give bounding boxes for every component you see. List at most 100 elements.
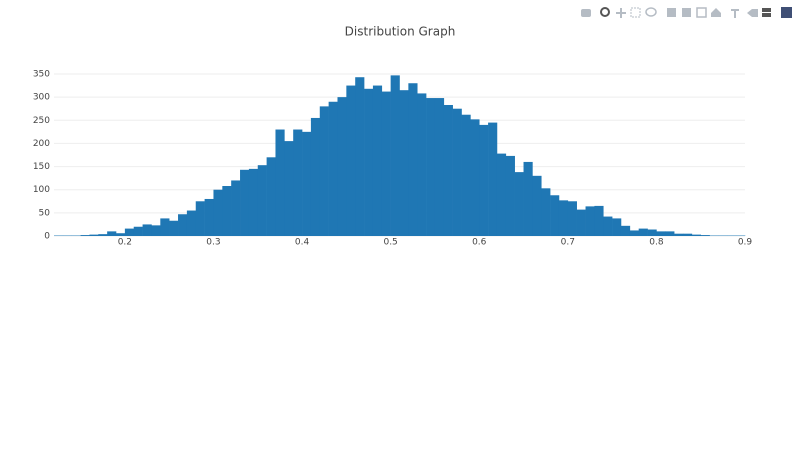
bars	[54, 75, 745, 236]
bar	[648, 230, 657, 236]
bar	[479, 125, 488, 236]
bar	[453, 109, 462, 236]
bar	[577, 210, 586, 236]
bar	[346, 86, 355, 236]
bar	[630, 230, 639, 236]
hover-closest-icon[interactable]	[747, 9, 758, 17]
bar	[169, 221, 178, 236]
spike-icon[interactable]	[731, 10, 739, 18]
bar	[116, 233, 125, 236]
hover-compare-icon-part	[762, 13, 771, 17]
bar	[81, 235, 90, 236]
bar	[222, 186, 231, 236]
bar	[462, 115, 471, 236]
pan-icon[interactable]	[616, 8, 626, 18]
bar	[586, 206, 595, 236]
reset-icon[interactable]	[711, 8, 721, 17]
bar	[656, 231, 665, 236]
bar	[497, 154, 506, 236]
bar	[391, 75, 400, 236]
hover-compare-icon[interactable]	[762, 8, 771, 12]
y-tick-label: 150	[33, 162, 50, 172]
bar	[196, 201, 205, 236]
bar	[603, 217, 612, 236]
bar	[160, 218, 169, 236]
bar	[594, 206, 603, 236]
bar	[302, 132, 311, 236]
bar	[293, 130, 302, 236]
bar	[151, 225, 160, 236]
bar	[320, 106, 329, 236]
bar	[435, 98, 444, 236]
plotly-logo[interactable]	[781, 7, 792, 18]
bar	[107, 231, 116, 236]
bar	[329, 102, 338, 236]
bar	[674, 234, 683, 236]
bar	[364, 89, 373, 236]
bar	[701, 235, 710, 236]
x-tick-label: 0.9	[738, 238, 753, 248]
y-tick-label: 50	[39, 208, 51, 218]
bar	[258, 165, 267, 236]
bar	[275, 130, 284, 236]
lasso-icon[interactable]	[646, 8, 656, 16]
bar	[444, 105, 453, 236]
bar	[488, 123, 497, 236]
y-tick-label: 0	[44, 232, 50, 242]
bar	[417, 93, 426, 236]
bar	[125, 229, 134, 236]
bar	[515, 172, 524, 236]
bar	[621, 226, 630, 236]
y-tick-label: 250	[33, 116, 50, 126]
bar	[134, 227, 143, 236]
bar	[231, 180, 240, 236]
bar	[683, 234, 692, 236]
x-tick-label: 0.6	[472, 238, 487, 248]
bar	[382, 92, 391, 236]
bar	[426, 98, 435, 236]
bar	[408, 83, 417, 236]
bar	[98, 234, 107, 236]
bar	[692, 235, 701, 236]
autoscale-icon[interactable]	[697, 8, 706, 17]
y-tick-label: 200	[33, 139, 50, 149]
y-tick-label: 350	[33, 69, 50, 79]
bar	[524, 162, 533, 236]
bar	[311, 118, 320, 236]
bar	[470, 119, 479, 236]
bar	[639, 229, 648, 236]
x-tick-label: 0.8	[649, 238, 664, 248]
chart-title: Distribution Graph	[345, 25, 456, 39]
bar	[373, 86, 382, 236]
select-icon[interactable]	[631, 8, 640, 17]
zoom-in-icon[interactable]	[667, 8, 676, 17]
bar	[541, 188, 550, 236]
zoom-icon[interactable]	[601, 8, 609, 16]
zoom-out-icon[interactable]	[682, 8, 691, 17]
y-tick-label: 100	[33, 185, 50, 195]
bar	[187, 211, 196, 236]
x-tick-label: 0.3	[206, 238, 220, 248]
bar	[205, 199, 214, 236]
bar	[355, 77, 364, 236]
bar	[532, 176, 541, 236]
bar	[559, 200, 568, 236]
x-tick-label: 0.2	[118, 238, 132, 248]
bar	[178, 214, 187, 236]
bar	[506, 156, 515, 236]
bar	[568, 201, 577, 236]
bar	[249, 169, 258, 236]
y-tick-label: 300	[33, 93, 50, 103]
bar	[240, 170, 249, 236]
bar	[665, 231, 674, 236]
bar	[213, 190, 222, 236]
x-tick-label: 0.5	[383, 238, 397, 248]
bar	[267, 157, 276, 236]
bar	[400, 90, 409, 236]
camera-icon[interactable]	[581, 9, 591, 17]
modebar	[581, 7, 792, 18]
bar	[612, 218, 621, 236]
bar	[337, 97, 346, 236]
